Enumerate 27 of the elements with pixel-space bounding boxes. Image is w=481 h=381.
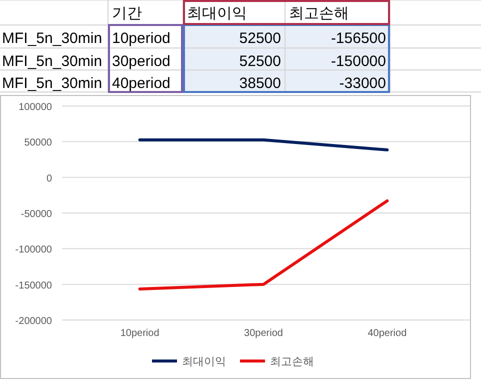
text: 52500 xyxy=(239,53,281,70)
text: 최고손해 xyxy=(289,5,349,22)
x-tick-label: 40period xyxy=(368,328,407,339)
y-tick-label: -200000 xyxy=(15,316,52,327)
legend-label: 최고손해 xyxy=(270,356,314,368)
text: -156500 xyxy=(330,30,386,47)
x-tick-label: 30period xyxy=(244,328,283,339)
text: 52500 xyxy=(239,30,281,47)
y-tick-label: 50000 xyxy=(24,138,52,149)
text: -33000 xyxy=(339,75,386,92)
y-tick-label: -100000 xyxy=(15,244,52,256)
text: 40period xyxy=(112,75,170,92)
text: MFI_5n_30min xyxy=(2,53,102,70)
text: 10period xyxy=(112,30,170,47)
y-tick-label: -150000 xyxy=(15,280,52,292)
legend-label: 최대이익 xyxy=(182,356,226,368)
text: MFI_5n_30min xyxy=(2,75,102,92)
y-tick-label: 0 xyxy=(46,173,52,184)
y-tick-label: 100000 xyxy=(18,102,52,113)
y-tick-label: -50000 xyxy=(20,209,52,220)
text: MFI_5n_30min xyxy=(2,30,102,47)
text: -150000 xyxy=(330,53,386,70)
text: 최대이익 xyxy=(187,5,247,22)
text: 38500 xyxy=(239,75,281,92)
x-tick-label: 10period xyxy=(120,328,160,339)
text: 기간 xyxy=(112,5,142,22)
text: 30period xyxy=(112,53,170,70)
